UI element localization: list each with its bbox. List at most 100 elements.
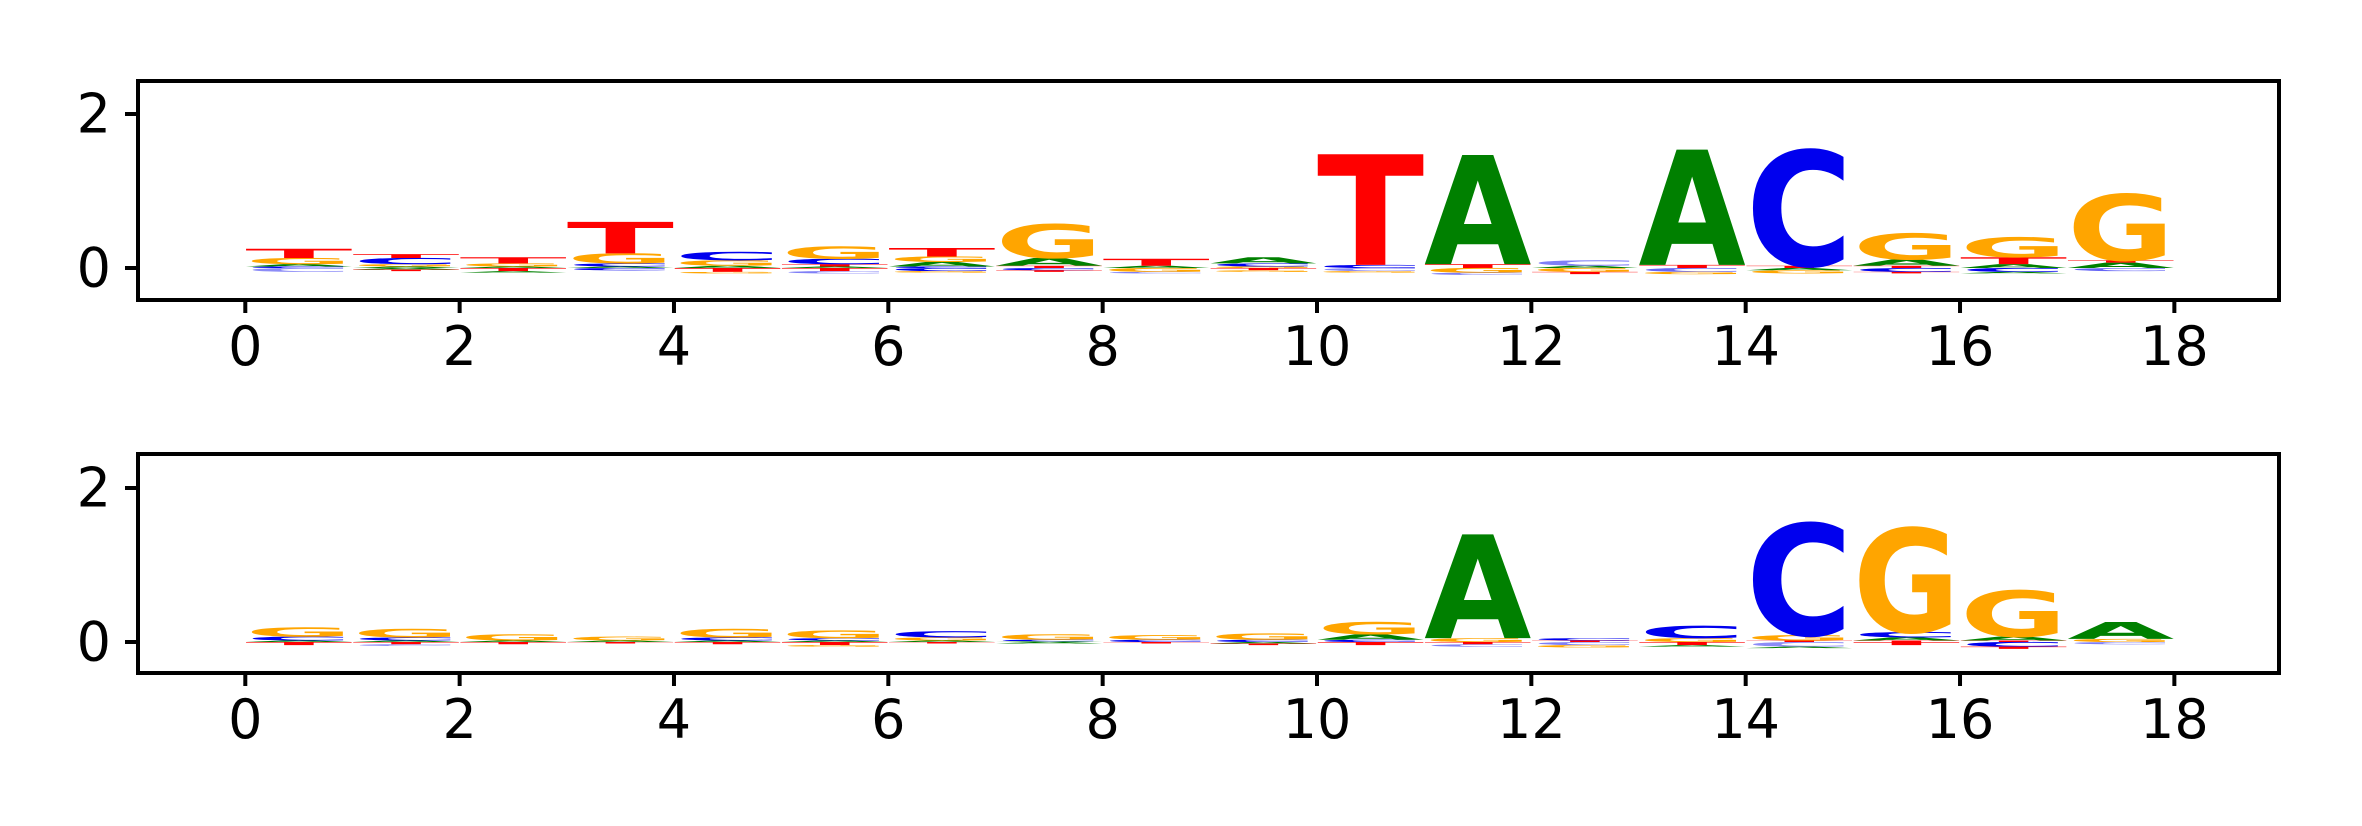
logo-letter-C: C [1210,263,1317,268]
logo-letter-G: G [1746,634,1853,643]
logo-letter-G: G [460,263,567,268]
logo-letter-A: A [995,642,1103,644]
logo-letter-C: C [1210,639,1317,643]
logo-letter-G: G [674,271,781,273]
logo-letter-C: C [1317,639,1424,643]
logo-letter-G: G [888,637,995,642]
logo-letter-G: G [1639,637,1746,643]
logo-letter-G: G [888,255,995,264]
logo-letter-T: T [1531,271,1638,275]
logo-letter-T: T [1317,641,1424,646]
x-tick-label: 10 [1283,315,1352,378]
logo-letter-T: T [1424,263,1531,269]
logo-letter-T: T [245,641,352,646]
logo-letter-A: A [674,640,782,642]
logo-letter-A: A [460,271,568,273]
logo-letter-A: A [674,265,782,269]
logo-letter-A: A [1210,256,1317,266]
logo-letter-C: C [567,267,674,271]
logo-letter-A: A [567,266,675,268]
logo-letter-C: C [1424,272,1531,276]
logo-letter-A: A [1746,267,1854,271]
logo-letter-G: G [1210,270,1317,272]
logo-letter-C: C [352,637,459,642]
logo-letter-A: A [352,266,460,268]
logo-letter-T: T [781,264,888,268]
logo-letter-A: A [1746,646,1854,648]
logo-letter-C: C [1103,271,1210,273]
logo-letter-C: C [888,630,995,640]
logo-letter-G: G [781,243,888,263]
logo-letter-G: G [1103,634,1210,641]
logo-letter-T: T [1639,641,1746,646]
logo-letter-A: A [1424,507,1531,672]
logo-letter-A: A [888,640,996,642]
axes-box [136,79,2281,302]
logo-letter-C: C [2067,267,2174,272]
logo-letter-T: T [781,267,888,272]
logo-letter-C: C [888,267,995,272]
logo-letter-A: A [352,640,460,642]
logo-letter-A: A [245,264,353,268]
logo-letter-T: T [2067,260,2174,264]
logo-letter-G: G [1210,632,1317,642]
logo-letter-G: G [567,636,674,642]
logo-letter-T: T [1639,264,1746,269]
logo-letter-C: C [245,267,352,273]
logo-letter-G: G [781,645,888,647]
x-tick-label: 16 [1926,315,1995,378]
logo-letter-G: G [1210,266,1317,268]
logo-letter-C: C [1103,639,1210,643]
logo-letter-G: G [2067,176,2174,282]
logo-letter-T: T [460,641,567,645]
x-tick-label: 14 [1711,688,1780,751]
logo-letter-C: C [888,266,995,268]
logo-letter-A: A [1853,258,1960,268]
logo-letter-T: T [674,267,781,273]
logo-letter-A: A [995,256,1102,268]
logo-letter-T: T [1960,646,2067,650]
logo-letter-G: G [1639,271,1746,275]
logo-letter-A: A [460,640,568,642]
logo-letter-C: C [1639,267,1746,273]
axes-box [136,452,2281,675]
logo-letter-C: C [1317,264,1424,269]
logo-letter-T: T [1424,641,1531,645]
logo-letter-A: A [352,268,460,270]
y-tick-label: 2 [77,457,111,520]
logo-letter-A: A [567,640,675,642]
logo-letter-G: G [245,256,352,266]
x-tick-label: 18 [2140,315,2209,378]
logo-letter-C: C [781,638,888,642]
logo-letter-G: G [245,625,352,640]
logo-letter-T: T [245,246,353,261]
logo-letter-C: C [1960,641,2067,648]
logo-letter-C: C [1639,622,1746,642]
logo-letter-G: G [888,271,995,273]
logo-letter-T: T [352,253,459,259]
logo-letter-A: A [1639,119,1746,303]
logo-letter-A: A [1853,637,1961,642]
logo-letter-C: C [1424,644,1531,648]
logo-letter-T: T [567,214,675,265]
x-tick-label: 12 [1497,688,1566,751]
logo-letter-G: G [995,633,1102,642]
logo-letter-G: G [1424,267,1531,274]
logo-letter-C: C [352,256,459,266]
logo-letter-A: A [781,640,889,642]
logo-letter-G: G [460,633,567,643]
logo-letter-C: C [1853,267,1960,273]
logo-letter-T: T [1103,642,1210,644]
logo-letter-A: A [1210,642,1318,644]
logo-letter-T: T [1746,640,1853,642]
logo-letter-A: A [1103,265,1211,269]
x-tick-label: 4 [657,315,691,378]
logo-letter-T: T [567,642,674,644]
logo-letter-C: C [674,250,781,264]
logo-letter-T: T [352,269,459,271]
logo-letter-T: T [1317,126,1425,302]
